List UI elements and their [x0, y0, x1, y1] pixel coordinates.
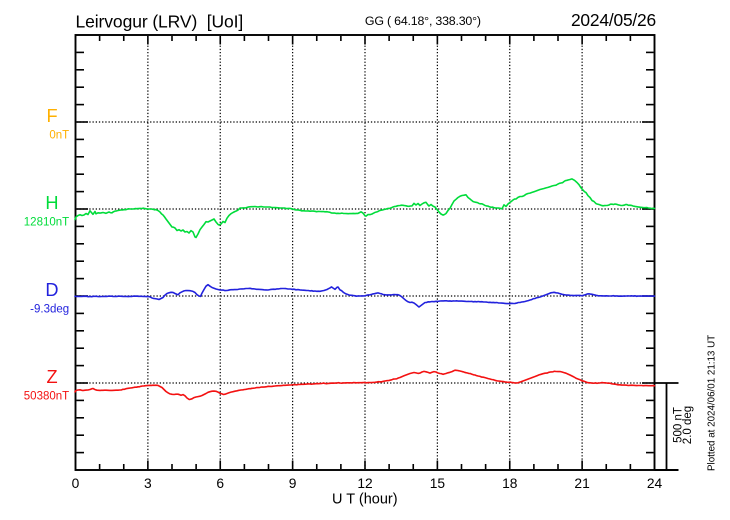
- svg-text:2024/05/26: 2024/05/26: [571, 10, 656, 30]
- svg-text:6: 6: [216, 476, 224, 491]
- svg-text:Leirvogur (LRV) [UoI]: Leirvogur (LRV) [UoI]: [76, 11, 244, 31]
- svg-text:15: 15: [430, 476, 446, 491]
- svg-text:F: F: [46, 106, 57, 126]
- svg-text:21: 21: [574, 476, 589, 491]
- svg-text:Plotted at 2024/06/01 21:13 UT: Plotted at 2024/06/01 21:13 UT: [707, 335, 718, 471]
- svg-text:U T (hour): U T (hour): [332, 492, 398, 508]
- svg-text:0: 0: [72, 476, 80, 491]
- svg-text:18: 18: [502, 476, 518, 491]
- svg-text:24: 24: [647, 476, 663, 491]
- svg-text:50380nT: 50380nT: [24, 391, 69, 403]
- svg-text:12810nT: 12810nT: [24, 217, 69, 229]
- svg-text:0nT: 0nT: [49, 130, 69, 142]
- svg-text:12: 12: [357, 476, 372, 491]
- svg-text:500 nT: 500 nT: [673, 407, 685, 443]
- svg-text:D: D: [45, 280, 58, 300]
- svg-text:2.0 deg: 2.0 deg: [682, 406, 694, 444]
- svg-text:9: 9: [289, 476, 297, 491]
- svg-text:3: 3: [144, 476, 152, 491]
- svg-text:-9.3deg: -9.3deg: [30, 304, 69, 316]
- svg-text:H: H: [45, 193, 58, 213]
- svg-text:GG ( 64.18°, 338.30°): GG ( 64.18°, 338.30°): [365, 14, 481, 28]
- svg-text:Z: Z: [46, 367, 57, 387]
